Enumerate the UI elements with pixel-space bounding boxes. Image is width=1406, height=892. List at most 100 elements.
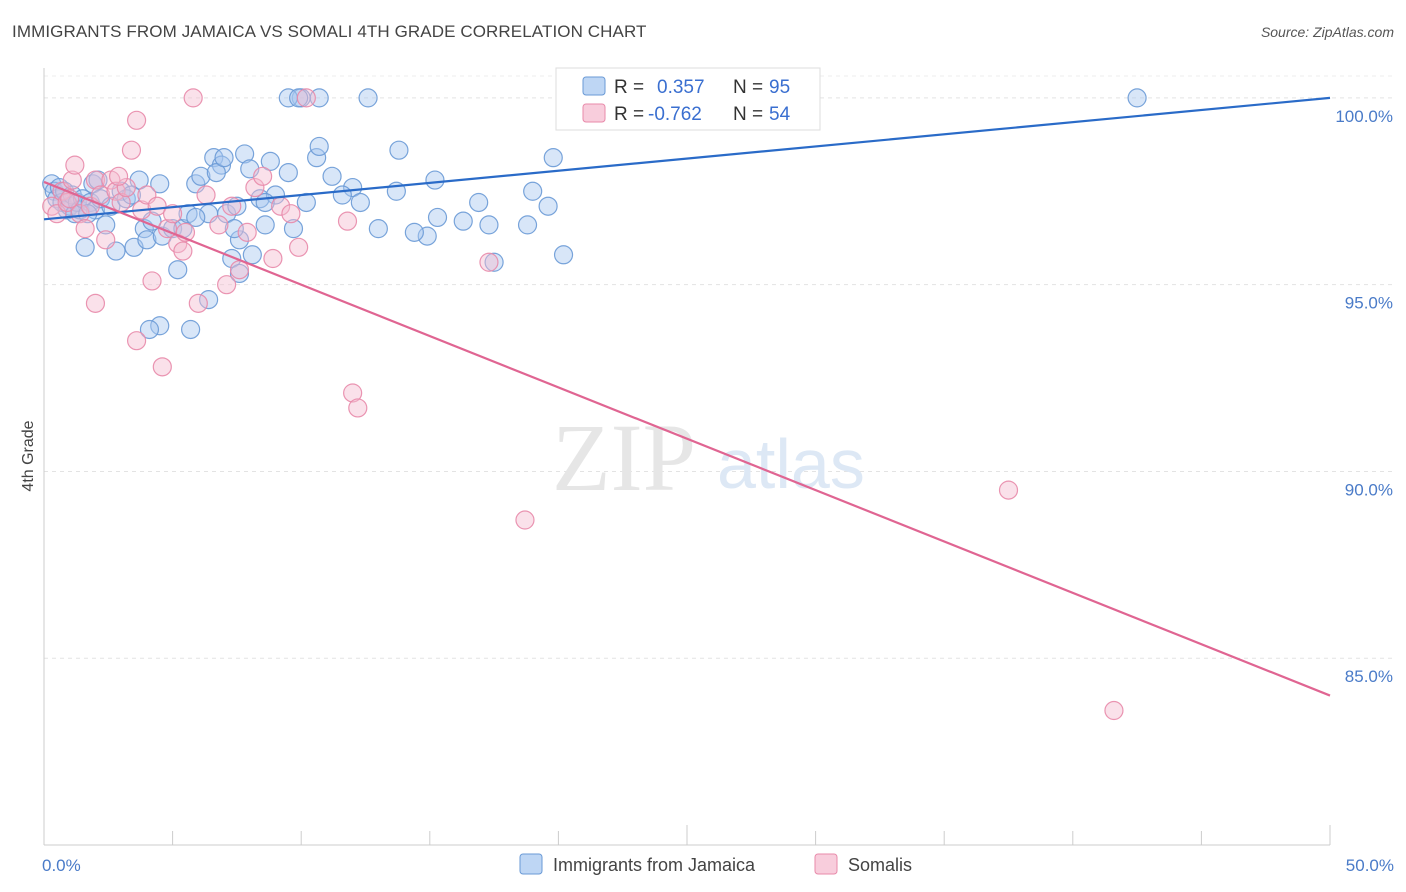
- point-jamaica-22: [116, 189, 136, 209]
- point-somali-11: [96, 230, 116, 250]
- stats-n-label-jamaica: N =: [733, 77, 763, 98]
- point-jamaica-51: [283, 219, 304, 239]
- point-jamaica-18: [96, 215, 116, 235]
- y-tick-label-2: 90.0%: [1345, 480, 1393, 499]
- point-jamaica-53: [307, 148, 327, 168]
- point-jamaica-85: [206, 162, 226, 183]
- point-jamaica-35: [191, 166, 211, 186]
- point-somali-43: [343, 383, 363, 403]
- point-jamaica-66: [479, 215, 499, 235]
- point-somali-21: [147, 196, 167, 216]
- point-somali-40: [289, 237, 309, 257]
- point-jamaica-61: [417, 226, 437, 246]
- point-jamaica-49: [265, 185, 286, 205]
- watermark-atlas: atlas: [717, 425, 865, 503]
- point-somali-4: [62, 170, 82, 190]
- stats-r-label-somali: R =: [614, 104, 644, 125]
- point-jamaica-83: [1127, 88, 1147, 108]
- point-jamaica-72: [150, 316, 170, 336]
- point-somali-16: [121, 140, 142, 160]
- stats-legend-swatch-jamaica: [582, 76, 606, 96]
- point-somali-6: [70, 204, 90, 224]
- point-jamaica-92: [404, 222, 424, 242]
- point-somali-17: [126, 110, 147, 130]
- stats-n-value-jamaica: 95: [769, 77, 790, 98]
- chart-source: Source: ZipAtlas.com: [1260, 24, 1394, 40]
- point-jamaica-74: [139, 319, 160, 340]
- trend-line-somali: [43, 180, 1331, 697]
- point-jamaica-68: [523, 181, 543, 201]
- point-jamaica-69: [538, 196, 558, 216]
- point-jamaica-62: [425, 170, 445, 190]
- point-somali-47: [479, 252, 499, 272]
- point-jamaica-64: [453, 211, 473, 231]
- stats-legend-swatch-somali: [582, 103, 606, 123]
- stats-n-value-somali: 54: [769, 104, 791, 125]
- point-somali-27: [183, 88, 203, 108]
- point-somali-13: [106, 181, 126, 201]
- watermark-zip: ZIP: [552, 404, 696, 511]
- point-somali-52: [108, 166, 129, 186]
- y-tick-label-3: 85.0%: [1345, 667, 1393, 686]
- x-tick-label-0: 0.0%: [42, 856, 81, 875]
- point-somali-22: [152, 357, 172, 377]
- point-jamaica-94: [214, 148, 234, 168]
- legend-swatch-jamaica: [519, 853, 543, 875]
- point-jamaica-56: [343, 177, 363, 198]
- point-somali-49: [998, 480, 1019, 500]
- point-jamaica-54: [309, 136, 329, 157]
- y-axis-label: 4th Grade: [20, 420, 37, 491]
- stats-r-label-jamaica: R =: [614, 77, 644, 98]
- stats-r-value-jamaica: 0.357: [657, 77, 705, 98]
- point-jamaica-26: [137, 230, 157, 250]
- watermark: ZIP atlas: [552, 404, 865, 511]
- point-somali-20: [142, 271, 162, 291]
- point-somali-31: [217, 275, 237, 295]
- point-jamaica-84: [186, 207, 206, 228]
- point-somali-42: [337, 211, 358, 231]
- trend-layer: [43, 96, 1331, 697]
- point-jamaica-81: [358, 88, 378, 108]
- point-jamaica-70: [543, 148, 563, 168]
- point-somali-35: [245, 177, 265, 198]
- point-jamaica-57: [350, 192, 370, 213]
- point-somali-36: [253, 166, 273, 186]
- trend-line-jamaica: [43, 96, 1331, 221]
- point-somali-26: [173, 241, 193, 261]
- point-jamaica-65: [469, 192, 489, 213]
- point-jamaica-31: [168, 260, 188, 280]
- point-somali-41: [296, 88, 316, 108]
- legend-label-jamaica: Immigrants from Jamaica: [553, 855, 756, 875]
- point-jamaica-43: [235, 144, 255, 164]
- point-somali-30: [209, 215, 229, 235]
- bottom-legend: Immigrants from Jamaica Somalis: [519, 853, 912, 875]
- point-jamaica-86: [224, 219, 244, 239]
- y-tick-labels: 100.0% 95.0% 90.0% 85.0%: [1335, 107, 1393, 686]
- point-jamaica-45: [242, 245, 262, 265]
- point-somali-39: [281, 204, 301, 224]
- point-jamaica-37: [204, 148, 224, 168]
- point-jamaica-28: [150, 174, 170, 194]
- point-somali-46: [126, 331, 147, 351]
- legend-label-somali: Somalis: [848, 855, 912, 875]
- point-jamaica-42: [229, 230, 250, 250]
- point-jamaica-60: [389, 140, 409, 160]
- chart-title: IMMIGRANTS FROM JAMAICA VS SOMALI 4TH GR…: [12, 22, 647, 41]
- stats-r-value-somali: -0.762: [648, 104, 702, 125]
- x-tick-labels: 0.0% 50.0%: [42, 825, 1394, 875]
- point-somali-45: [85, 293, 106, 313]
- point-jamaica-73: [181, 319, 201, 340]
- point-somali-44: [348, 398, 368, 418]
- point-somali-29: [196, 185, 216, 205]
- point-jamaica-79: [289, 88, 309, 108]
- point-jamaica-48: [260, 151, 280, 171]
- y-tick-label-1: 95.0%: [1345, 294, 1393, 313]
- point-somali-37: [263, 248, 283, 269]
- point-somali-7: [75, 219, 95, 239]
- point-jamaica-93: [484, 252, 504, 272]
- point-jamaica-67: [517, 215, 538, 235]
- stats-legend: R = 0.357 N = 95 R = -0.762 N = 54: [555, 67, 821, 131]
- point-somali-28: [188, 293, 208, 313]
- point-somali-48: [515, 510, 535, 530]
- point-somali-9: [85, 170, 106, 190]
